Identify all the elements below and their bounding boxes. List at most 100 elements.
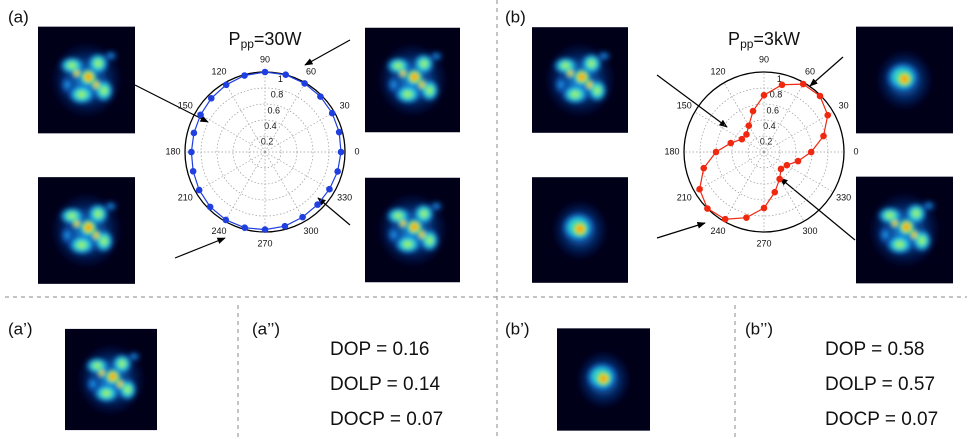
grid-circle	[216, 103, 314, 201]
grid-spoke	[763, 111, 834, 153]
r-tick-label: 0.2	[261, 137, 274, 147]
theta-tick-label: 270	[756, 238, 771, 248]
grid-spoke	[224, 151, 266, 222]
chart-title: Ppp=30W	[229, 29, 302, 51]
panel-label: (b)	[505, 7, 526, 26]
data-point	[777, 165, 785, 173]
data-point	[188, 148, 195, 156]
beam-image	[856, 27, 953, 134]
data-point	[771, 188, 779, 196]
data-point	[700, 164, 708, 172]
r-tick-label: 0.8	[770, 90, 783, 100]
grid-spoke	[224, 82, 266, 153]
arrows	[134, 39, 856, 259]
grid-spoke	[264, 151, 335, 193]
theta-tick-label: 300	[802, 226, 817, 236]
data-point	[314, 201, 321, 208]
data-point	[317, 93, 324, 100]
data-point	[261, 226, 269, 233]
data-point	[743, 131, 750, 138]
grid-spoke	[723, 151, 765, 222]
metric: DOCP = 0.07	[330, 409, 443, 430]
panel-label: (b’)	[505, 319, 530, 338]
title-main: P	[229, 29, 241, 49]
grid-spoke	[694, 151, 765, 193]
data-point	[712, 148, 720, 156]
data-point	[749, 107, 757, 115]
grid-spoke	[195, 151, 266, 193]
data-point	[301, 80, 308, 87]
data-point	[696, 185, 703, 193]
r-tick-label: 0.2	[760, 137, 773, 147]
title-main: P	[728, 29, 740, 49]
data-point	[721, 215, 729, 223]
data-point	[743, 214, 750, 221]
r-tick-label: 1	[278, 74, 283, 84]
data-point	[820, 132, 827, 140]
metric: DOP = 0.58	[825, 339, 924, 360]
beam-image	[856, 177, 953, 284]
panel-label: (a)	[8, 7, 29, 26]
data-point	[816, 92, 824, 100]
data-point	[745, 122, 753, 129]
grid-spoke	[694, 111, 765, 153]
title-value: =3kW	[753, 29, 800, 49]
data-point	[261, 68, 269, 76]
theta-tick-label: 150	[178, 100, 193, 110]
beam-image	[365, 28, 460, 133]
data-point	[195, 186, 203, 194]
metric: DOCP = 0.07	[825, 409, 938, 430]
data-point	[281, 222, 289, 230]
grid-spoke	[723, 82, 765, 153]
data-point	[241, 72, 248, 79]
r-tick-label: 0.4	[264, 121, 277, 131]
theta-tick-label: 240	[211, 226, 226, 236]
data-point	[241, 224, 249, 232]
r-tick-label: 1	[777, 74, 782, 84]
data-point	[197, 111, 204, 119]
theta-tick-label: 60	[306, 67, 316, 77]
theta-tick-label: 330	[836, 192, 851, 202]
theta-tick-label: 210	[178, 192, 193, 202]
theta-tick-label: 210	[677, 192, 692, 202]
data-point	[207, 94, 215, 102]
grid-spoke	[763, 82, 805, 153]
data-point	[190, 129, 198, 137]
title-sub: pp	[740, 37, 754, 51]
data-point	[206, 203, 214, 211]
metric: DOLP = 0.57	[825, 374, 935, 395]
theta-tick-label: 240	[710, 226, 725, 236]
theta-tick-label: 270	[257, 238, 272, 248]
theta-tick-label: 120	[211, 67, 226, 77]
theta-tick-label: 90	[260, 54, 270, 64]
theta-tick-label: 60	[805, 67, 815, 77]
data-point	[299, 213, 306, 221]
data-point	[794, 157, 802, 165]
data-point	[704, 205, 711, 212]
r-tick-label: 0.6	[267, 105, 280, 115]
theta-tick-label: 0	[354, 146, 359, 156]
theta-tick-label: 90	[759, 54, 769, 64]
grid-circle	[747, 135, 781, 169]
grid-spoke	[264, 82, 306, 153]
theta-tick-label: 300	[303, 226, 318, 236]
beam-image	[365, 178, 460, 283]
metric: DOLP = 0.14	[330, 374, 440, 395]
panel-label: (a’)	[8, 319, 33, 338]
theta-tick-label: 120	[710, 67, 725, 77]
data-point	[799, 80, 807, 88]
data-point	[335, 128, 343, 136]
beam-image	[65, 329, 157, 430]
beam-image	[532, 177, 628, 283]
data-point	[328, 109, 336, 117]
data-point	[189, 167, 197, 175]
data-point	[222, 216, 230, 224]
r-tick-label: 0.4	[763, 121, 776, 131]
grid-spoke	[763, 151, 805, 222]
grid-spoke	[763, 151, 834, 193]
grid-circle	[683, 71, 845, 233]
grid-circle	[248, 135, 282, 169]
theta-tick-label: 180	[165, 146, 180, 156]
data-point	[222, 81, 230, 89]
